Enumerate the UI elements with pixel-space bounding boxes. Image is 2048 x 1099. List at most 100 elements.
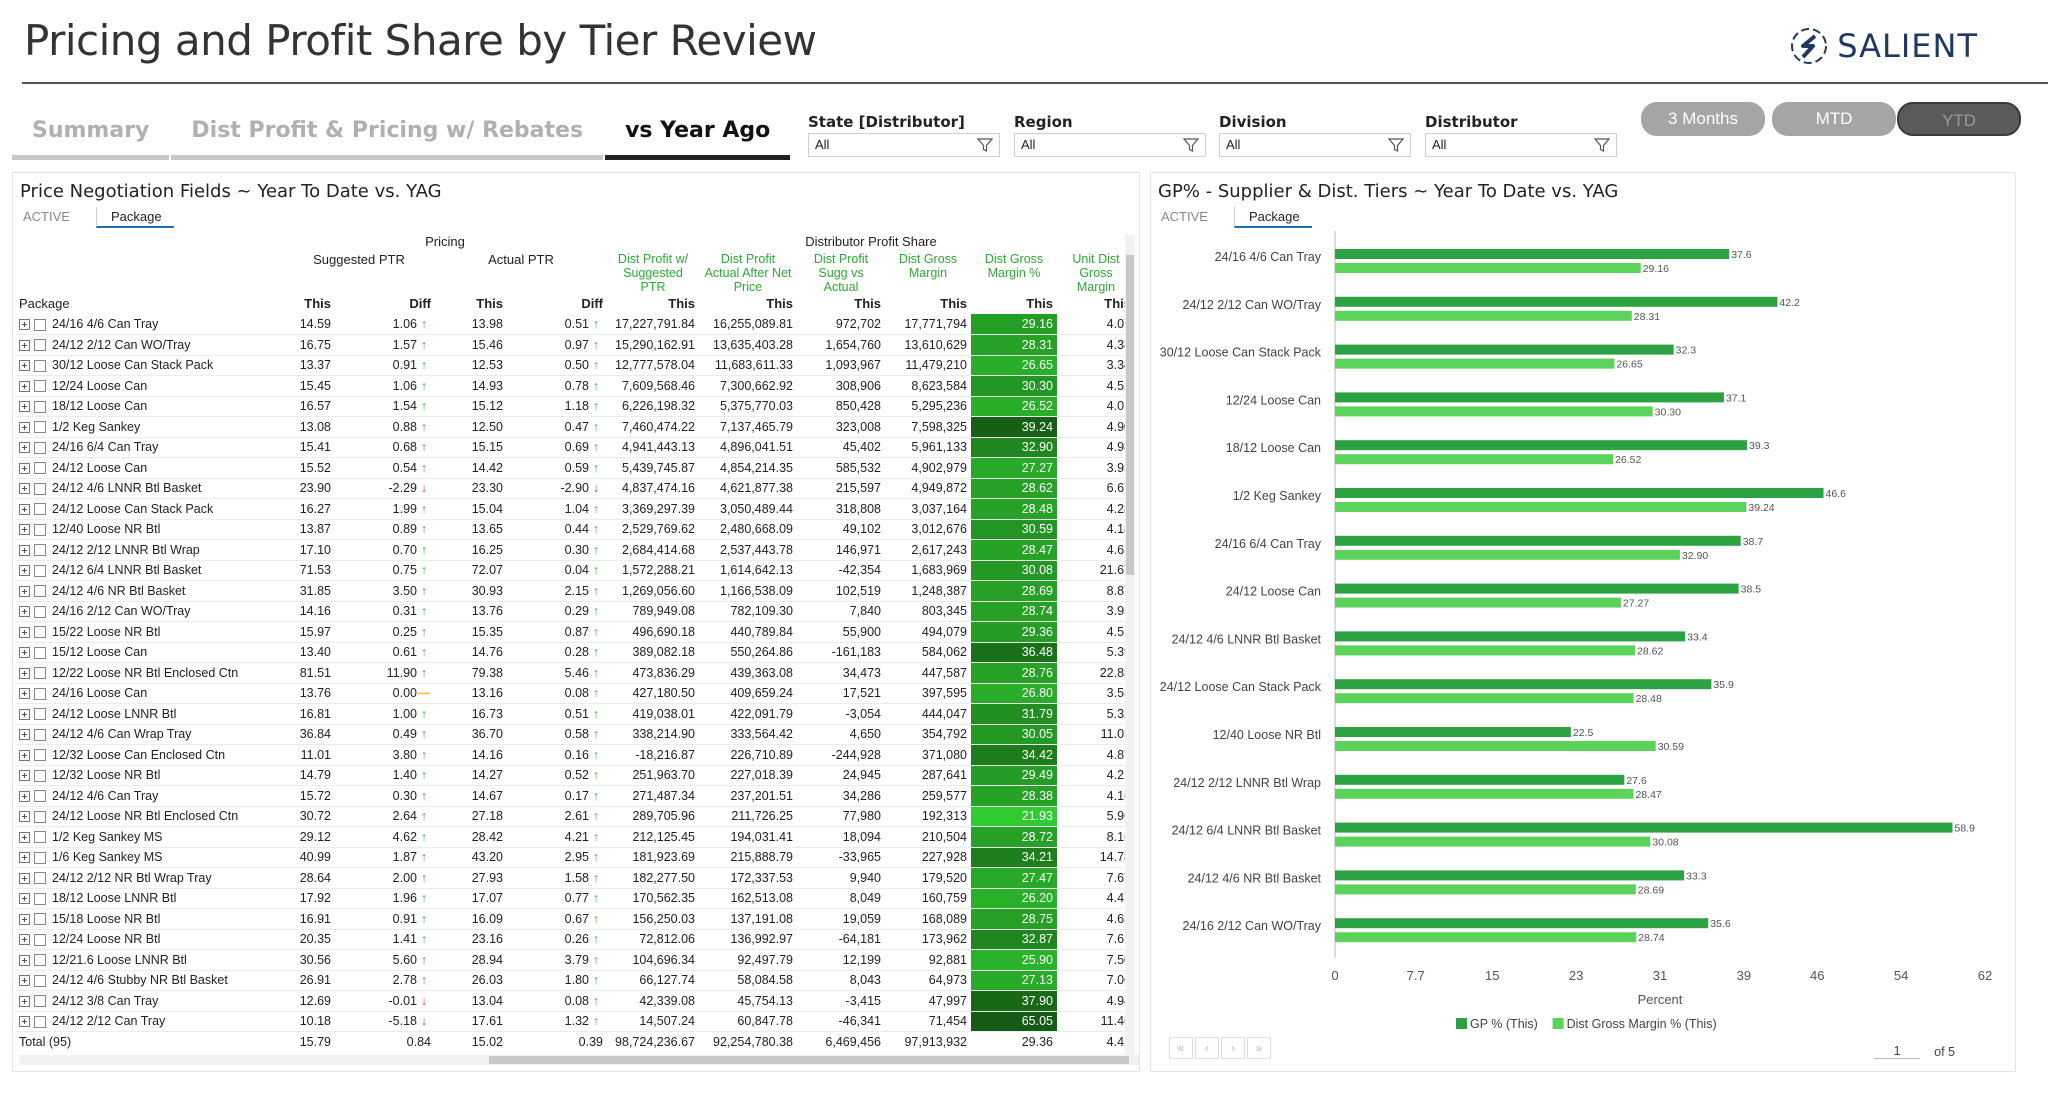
expand-icon[interactable] bbox=[19, 380, 30, 392]
table-row[interactable]: 24/16 4/6 Can Tray 14.59 1.06 ↑ 13.98 0.51 ↑ 17… bbox=[15, 314, 1135, 335]
gp-bar[interactable] bbox=[1335, 822, 1953, 833]
row-checkbox[interactable] bbox=[34, 605, 46, 618]
table-row[interactable]: 24/16 6/4 Can Tray 15.41 0.68 ↑ 15.15 0.69 ↑ 4,… bbox=[15, 437, 1135, 458]
expand-icon[interactable] bbox=[19, 831, 30, 843]
table-row[interactable]: 24/12 6/4 LNNR Btl Basket 71.53 0.75 ↑ 72.07… bbox=[15, 560, 1135, 581]
col-header-package[interactable]: Package bbox=[19, 296, 70, 312]
table-row[interactable]: 12/32 Loose NR Btl 14.79 1.40 ↑ 14.27 0.52 ↑ 25… bbox=[15, 765, 1135, 786]
table-row[interactable]: 1/2 Keg Sankey 13.08 0.88 ↑ 12.50 0.47 ↑ 7,460,… bbox=[15, 416, 1135, 438]
expand-icon[interactable] bbox=[19, 462, 30, 474]
filter-state-dropdown[interactable]: All bbox=[808, 133, 1000, 157]
row-checkbox[interactable] bbox=[34, 995, 46, 1008]
row-checkbox[interactable] bbox=[34, 339, 46, 352]
dist-gm-bar[interactable] bbox=[1335, 693, 1634, 704]
gp-bar[interactable] bbox=[1335, 344, 1674, 355]
gp-bar[interactable] bbox=[1335, 774, 1625, 785]
filter-region-dropdown[interactable]: All bbox=[1014, 133, 1206, 157]
gp-bar[interactable] bbox=[1335, 488, 1824, 498]
row-checkbox[interactable] bbox=[34, 421, 46, 434]
subtab-package[interactable]: Package bbox=[95, 207, 174, 228]
table-row[interactable]: 30/12 Loose Can Stack Pack 13.37 0.91 ↑ 12.5… bbox=[15, 355, 1135, 376]
table-row[interactable]: 24/12 4/6 Stubby NR Btl Basket 26.91 2.78 ↑… bbox=[15, 970, 1135, 991]
expand-icon[interactable] bbox=[19, 729, 30, 741]
row-checkbox[interactable] bbox=[34, 749, 46, 762]
expand-icon[interactable] bbox=[19, 770, 30, 782]
pager-next-button[interactable]: › bbox=[1221, 1037, 1245, 1059]
row-checkbox[interactable] bbox=[34, 667, 46, 680]
dist-gm-bar[interactable] bbox=[1335, 788, 1634, 799]
col-header-diff[interactable]: Diff bbox=[409, 296, 431, 312]
filter-division-dropdown[interactable]: All bbox=[1219, 133, 1411, 157]
dist-gm-bar[interactable] bbox=[1335, 884, 1636, 895]
funnel-icon[interactable] bbox=[1594, 137, 1610, 153]
table-row[interactable]: 12/40 Loose NR Btl 13.87 0.89 ↑ 13.65 0.44 ↑ 2,… bbox=[15, 519, 1135, 540]
row-checkbox[interactable] bbox=[34, 318, 46, 331]
table-row[interactable]: 12/21.6 Loose LNNR Btl 30.56 5.60 ↑ 28.94 3.7… bbox=[15, 949, 1135, 971]
subtab-active[interactable]: ACTIVE bbox=[1161, 209, 1208, 224]
col-header-this[interactable]: This bbox=[940, 296, 967, 312]
expand-icon[interactable] bbox=[19, 1016, 30, 1028]
dist-gm-bar[interactable] bbox=[1335, 502, 1747, 512]
gp-bar[interactable] bbox=[1335, 727, 1571, 737]
table-row[interactable]: 12/24 Loose Can 15.45 1.06 ↑ 14.93 0.78 ↑ 7,609… bbox=[15, 375, 1135, 397]
expand-icon[interactable] bbox=[19, 852, 30, 864]
col-header-this[interactable]: This bbox=[1104, 296, 1131, 312]
funnel-icon[interactable] bbox=[1183, 137, 1199, 153]
dist-gm-bar[interactable] bbox=[1335, 263, 1641, 273]
table-row[interactable]: 12/22 Loose NR Btl Enclosed Ctn 81.51 11.9… bbox=[15, 662, 1135, 684]
table-row[interactable]: 24/12 Loose NR Btl Enclosed Ctn 30.72 2.64… bbox=[15, 806, 1135, 827]
expand-icon[interactable] bbox=[19, 442, 30, 454]
row-checkbox[interactable] bbox=[34, 441, 46, 454]
expand-icon[interactable] bbox=[19, 708, 30, 720]
table-row[interactable]: 1/6 Keg Sankey MS 40.99 1.87 ↑ 43.20 2.95 ↑ 181… bbox=[15, 847, 1135, 868]
row-checkbox[interactable] bbox=[34, 810, 46, 823]
row-checkbox[interactable] bbox=[34, 564, 46, 577]
legend-label[interactable]: GP % (This) bbox=[1470, 1017, 1538, 1031]
row-checkbox[interactable] bbox=[34, 892, 46, 905]
funnel-icon[interactable] bbox=[1388, 137, 1404, 153]
col-header-this[interactable]: This bbox=[668, 296, 695, 312]
tab-vs-year-ago[interactable]: vs Year Ago bbox=[605, 108, 791, 160]
table-row[interactable]: 24/12 4/6 Can Wrap Tray 36.84 0.49 ↑ 36.70 0.… bbox=[15, 724, 1135, 745]
table-row[interactable]: 24/12 2/12 Can Tray 10.18 -5.18 ↓ 17.61 1.32 ↑… bbox=[15, 1011, 1135, 1032]
table-vertical-scrollbar[interactable] bbox=[1125, 235, 1135, 1055]
row-checkbox[interactable] bbox=[34, 400, 46, 413]
expand-icon[interactable] bbox=[19, 606, 30, 618]
col-header-diff[interactable]: Diff bbox=[581, 296, 603, 312]
gp-bar[interactable] bbox=[1335, 440, 1748, 451]
expand-icon[interactable] bbox=[19, 626, 30, 638]
funnel-icon[interactable] bbox=[977, 137, 993, 153]
subtab-package[interactable]: Package bbox=[1233, 207, 1312, 228]
expand-icon[interactable] bbox=[19, 401, 30, 413]
col-header-this[interactable]: This bbox=[854, 296, 881, 312]
vertical-scroll-thumb[interactable] bbox=[1126, 255, 1134, 575]
table-row[interactable]: 15/22 Loose NR Btl 15.97 0.25 ↑ 15.35 0.87 ↑ 49… bbox=[15, 621, 1135, 643]
pager-first-button[interactable]: « bbox=[1169, 1037, 1193, 1059]
period-ytd-button[interactable]: YTD bbox=[1897, 102, 2021, 136]
row-checkbox[interactable] bbox=[34, 544, 46, 557]
row-checkbox[interactable] bbox=[34, 913, 46, 926]
expand-icon[interactable] bbox=[19, 975, 30, 987]
row-checkbox[interactable] bbox=[34, 954, 46, 967]
expand-icon[interactable] bbox=[19, 524, 30, 536]
table-row[interactable]: 24/16 Loose Can 13.76 0.00— 13.16 0.08 ↑ 427,1… bbox=[15, 683, 1135, 704]
expand-icon[interactable] bbox=[19, 565, 30, 577]
pager-last-button[interactable]: » bbox=[1247, 1037, 1271, 1059]
row-checkbox[interactable] bbox=[34, 790, 46, 803]
table-row[interactable]: 24/12 4/6 NR Btl Basket 31.85 3.50 ↑ 30.93 2.… bbox=[15, 580, 1135, 602]
dist-gm-bar[interactable] bbox=[1335, 645, 1636, 656]
gp-bar[interactable] bbox=[1335, 870, 1685, 881]
tab-dist-profit-pricing[interactable]: Dist Profit & Pricing w/ Rebates bbox=[171, 108, 604, 160]
expand-icon[interactable] bbox=[19, 893, 30, 905]
row-checkbox[interactable] bbox=[34, 503, 46, 516]
period-mtd-button[interactable]: MTD bbox=[1772, 102, 1896, 136]
dist-gm-bar[interactable] bbox=[1335, 549, 1680, 560]
row-checkbox[interactable] bbox=[34, 769, 46, 782]
expand-icon[interactable] bbox=[19, 749, 30, 761]
dist-gm-bar[interactable] bbox=[1335, 597, 1621, 608]
table-row[interactable]: 24/12 3/8 Can Tray 12.69 -0.01 ↓ 13.04 0.08 ↑ 4… bbox=[15, 990, 1135, 1012]
expand-icon[interactable] bbox=[19, 667, 30, 679]
row-checkbox[interactable] bbox=[34, 626, 46, 639]
table-row[interactable]: 24/12 Loose Can Stack Pack 16.27 1.99 ↑ 15.0… bbox=[15, 498, 1135, 520]
col-header-this[interactable]: This bbox=[476, 296, 503, 312]
